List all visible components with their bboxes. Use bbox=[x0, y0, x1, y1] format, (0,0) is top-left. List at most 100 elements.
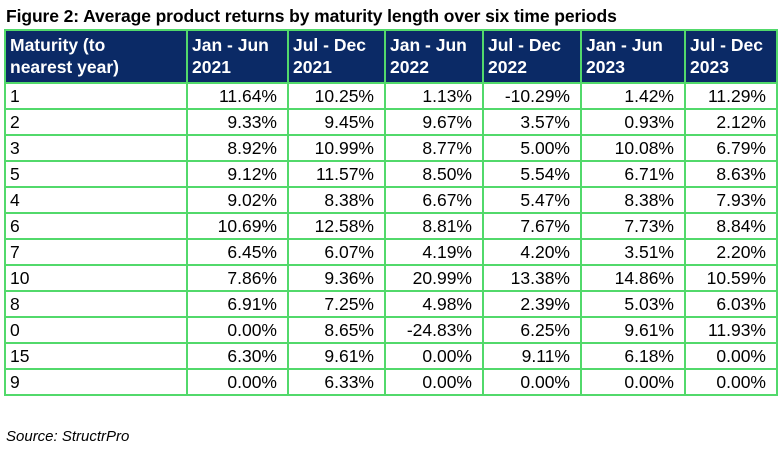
return-cell: 20.99% bbox=[384, 264, 484, 292]
return-cell: 11.64% bbox=[186, 82, 289, 110]
return-cell: 8.77% bbox=[384, 134, 484, 162]
returns-table: Maturity (to nearest year) Jan - Jun 2021 … bbox=[4, 29, 778, 396]
return-cell: 0.00% bbox=[186, 316, 289, 344]
return-cell: 5.54% bbox=[482, 160, 582, 188]
return-cell: 9.61% bbox=[287, 342, 386, 370]
return-cell: 3.57% bbox=[482, 108, 582, 136]
table-row: 4 9.02% 8.38% 6.67% 5.47% 8.38% 7.93% bbox=[4, 186, 778, 214]
return-cell: 0.00% bbox=[684, 368, 778, 396]
return-cell: 4.98% bbox=[384, 290, 484, 318]
maturity-cell: 9 bbox=[4, 368, 188, 396]
return-cell: 6.33% bbox=[287, 368, 386, 396]
return-cell: 0.00% bbox=[684, 342, 778, 370]
return-cell: 6.18% bbox=[580, 342, 686, 370]
return-cell: 9.12% bbox=[186, 160, 289, 188]
return-cell: 9.36% bbox=[287, 264, 386, 292]
return-cell: -10.29% bbox=[482, 82, 582, 110]
return-cell: 6.07% bbox=[287, 238, 386, 266]
maturity-cell: 5 bbox=[4, 160, 188, 188]
header-cell-h1-2023: Jan - Jun 2023 bbox=[580, 29, 686, 84]
return-cell: 0.00% bbox=[384, 342, 484, 370]
return-cell: 6.67% bbox=[384, 186, 484, 214]
header-cell-h2-2021: Jul - Dec 2021 bbox=[287, 29, 386, 84]
return-cell: 2.20% bbox=[684, 238, 778, 266]
table-header: Maturity (to nearest year) Jan - Jun 2021 … bbox=[4, 29, 778, 84]
return-cell: -24.83% bbox=[384, 316, 484, 344]
return-cell: 1.42% bbox=[580, 82, 686, 110]
table-row: 5 9.12% 11.57% 8.50% 5.54% 6.71% 8.63% bbox=[4, 160, 778, 188]
return-cell: 7.86% bbox=[186, 264, 289, 292]
table-row: 0 0.00% 8.65% -24.83% 6.25% 9.61% 11.93% bbox=[4, 316, 778, 344]
table-body: 1 11.64% 10.25% 1.13% -10.29% 1.42% 11.29% 2 9.3… bbox=[4, 82, 778, 396]
return-cell: 8.38% bbox=[580, 186, 686, 214]
table-row: 8 6.91% 7.25% 4.98% 2.39% 5.03% 6.03% bbox=[4, 290, 778, 318]
return-cell: 7.67% bbox=[482, 212, 582, 240]
maturity-cell: 2 bbox=[4, 108, 188, 136]
maturity-cell: 1 bbox=[4, 82, 188, 110]
return-cell: 11.29% bbox=[684, 82, 778, 110]
return-cell: 3.51% bbox=[580, 238, 686, 266]
return-cell: 9.67% bbox=[384, 108, 484, 136]
table-row: 2 9.33% 9.45% 9.67% 3.57% 0.93% 2.12% bbox=[4, 108, 778, 136]
header-row: Maturity (to nearest year) Jan - Jun 2021 … bbox=[4, 29, 778, 84]
return-cell: 9.11% bbox=[482, 342, 582, 370]
return-cell: 9.33% bbox=[186, 108, 289, 136]
return-cell: 9.02% bbox=[186, 186, 289, 214]
return-cell: 6.71% bbox=[580, 160, 686, 188]
return-cell: 6.03% bbox=[684, 290, 778, 318]
return-cell: 7.93% bbox=[684, 186, 778, 214]
return-cell: 11.93% bbox=[684, 316, 778, 344]
maturity-cell: 6 bbox=[4, 212, 188, 240]
table-row: 3 8.92% 10.99% 8.77% 5.00% 10.08% 6.79% bbox=[4, 134, 778, 162]
return-cell: 14.86% bbox=[580, 264, 686, 292]
return-cell: 6.45% bbox=[186, 238, 289, 266]
table-row: 10 7.86% 9.36% 20.99% 13.38% 14.86% 10.59% bbox=[4, 264, 778, 292]
return-cell: 8.65% bbox=[287, 316, 386, 344]
return-cell: 8.84% bbox=[684, 212, 778, 240]
maturity-cell: 10 bbox=[4, 264, 188, 292]
return-cell: 0.00% bbox=[482, 368, 582, 396]
return-cell: 2.39% bbox=[482, 290, 582, 318]
table-row: 1 11.64% 10.25% 1.13% -10.29% 1.42% 11.29% bbox=[4, 82, 778, 110]
return-cell: 4.19% bbox=[384, 238, 484, 266]
return-cell: 9.45% bbox=[287, 108, 386, 136]
return-cell: 10.99% bbox=[287, 134, 386, 162]
header-cell-maturity: Maturity (to nearest year) bbox=[4, 29, 188, 84]
return-cell: 8.63% bbox=[684, 160, 778, 188]
return-cell: 13.38% bbox=[482, 264, 582, 292]
return-cell: 12.58% bbox=[287, 212, 386, 240]
header-cell-h1-2022: Jan - Jun 2022 bbox=[384, 29, 484, 84]
return-cell: 6.30% bbox=[186, 342, 289, 370]
maturity-cell: 7 bbox=[4, 238, 188, 266]
return-cell: 10.25% bbox=[287, 82, 386, 110]
return-cell: 8.92% bbox=[186, 134, 289, 162]
return-cell: 4.20% bbox=[482, 238, 582, 266]
maturity-cell: 0 bbox=[4, 316, 188, 344]
table-row: 6 10.69% 12.58% 8.81% 7.67% 7.73% 8.84% bbox=[4, 212, 778, 240]
return-cell: 5.00% bbox=[482, 134, 582, 162]
return-cell: 10.69% bbox=[186, 212, 289, 240]
return-cell: 8.38% bbox=[287, 186, 386, 214]
return-cell: 0.93% bbox=[580, 108, 686, 136]
return-cell: 5.03% bbox=[580, 290, 686, 318]
maturity-cell: 4 bbox=[4, 186, 188, 214]
figure-title: Figure 2: Average product returns by mat… bbox=[6, 6, 617, 26]
table-row: 15 6.30% 9.61% 0.00% 9.11% 6.18% 0.00% bbox=[4, 342, 778, 370]
return-cell: 6.91% bbox=[186, 290, 289, 318]
return-cell: 9.61% bbox=[580, 316, 686, 344]
return-cell: 8.50% bbox=[384, 160, 484, 188]
return-cell: 7.73% bbox=[580, 212, 686, 240]
return-cell: 0.00% bbox=[186, 368, 289, 396]
table-row: 9 0.00% 6.33% 0.00% 0.00% 0.00% 0.00% bbox=[4, 368, 778, 396]
return-cell: 1.13% bbox=[384, 82, 484, 110]
maturity-cell: 8 bbox=[4, 290, 188, 318]
return-cell: 6.79% bbox=[684, 134, 778, 162]
source-note: Source: StructrPro bbox=[6, 428, 130, 445]
maturity-cell: 3 bbox=[4, 134, 188, 162]
table-row: 7 6.45% 6.07% 4.19% 4.20% 3.51% 2.20% bbox=[4, 238, 778, 266]
header-cell-h1-2021: Jan - Jun 2021 bbox=[186, 29, 289, 84]
return-cell: 2.12% bbox=[684, 108, 778, 136]
return-cell: 11.57% bbox=[287, 160, 386, 188]
maturity-cell: 15 bbox=[4, 342, 188, 370]
header-cell-h2-2022: Jul - Dec 2022 bbox=[482, 29, 582, 84]
